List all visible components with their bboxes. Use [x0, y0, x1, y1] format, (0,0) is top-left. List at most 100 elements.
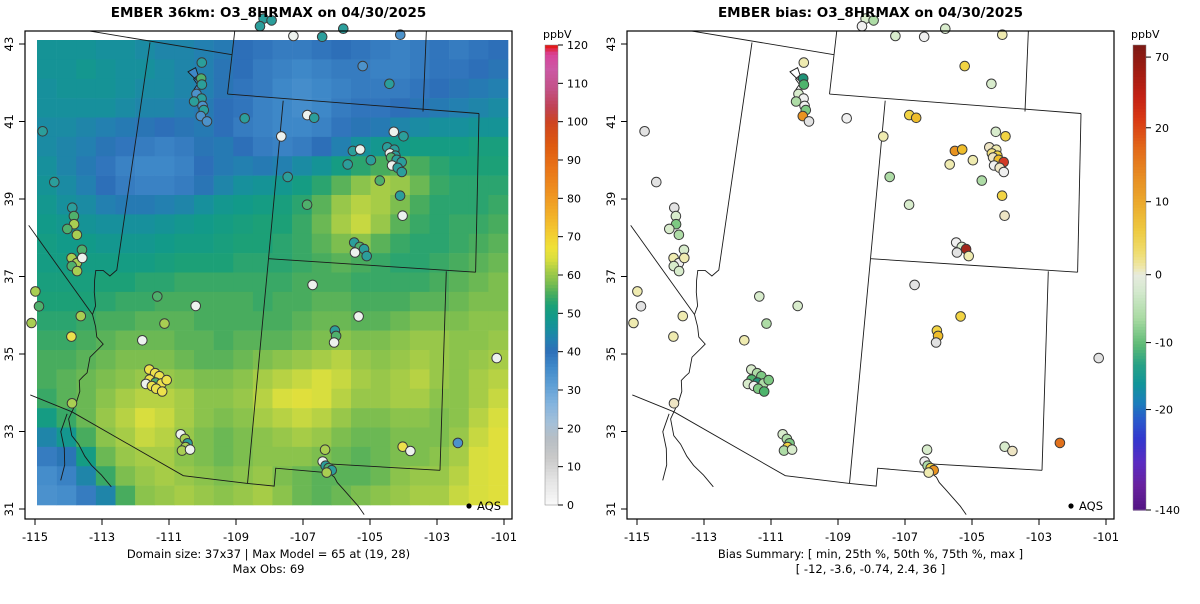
raster-cell: [37, 156, 57, 176]
raster-cell: [468, 427, 489, 448]
colorbar-segment: [545, 45, 558, 49]
raster-cell: [135, 272, 156, 293]
aqs-station-point: [792, 300, 804, 312]
colorbar-segment: [1133, 451, 1146, 456]
raster-cell: [135, 40, 156, 60]
raster-cell: [154, 427, 175, 448]
raster-cell: [409, 350, 430, 370]
raster-cell: [56, 485, 77, 506]
raster-cell: [468, 311, 489, 331]
aqs-station-point: [803, 116, 815, 127]
aqs-station-point: [963, 250, 975, 262]
colorbar-segment: [1133, 283, 1146, 287]
raster-cell: [154, 272, 175, 293]
raster-cell: [95, 369, 116, 390]
aqs-station-point: [201, 116, 213, 127]
colorbar-segment: [545, 120, 558, 125]
raster-cell: [252, 40, 273, 60]
raster-cell: [95, 408, 116, 428]
raster-cell: [331, 233, 352, 254]
raster-cell: [233, 291, 254, 312]
raster-cell: [409, 136, 430, 157]
raster-cell: [56, 175, 77, 196]
raster-cell: [390, 78, 411, 99]
colorbar-segment: [1133, 260, 1146, 264]
raster-cell: [135, 388, 156, 409]
state-border-line: [247, 258, 269, 484]
colorbar-tick-label: 90: [567, 154, 581, 167]
colorbar-segment: [1133, 201, 1146, 206]
raster-cell: [154, 446, 175, 467]
colorbar-segment: [1133, 74, 1146, 78]
aqs-station-point: [890, 30, 901, 42]
colorbar-segment: [1133, 76, 1146, 81]
colorbar-segment: [545, 91, 558, 95]
raster-cell: [370, 427, 391, 448]
colorbar-segment: [545, 123, 558, 128]
raster-cell: [390, 485, 411, 506]
colorbar-segment: [1133, 460, 1146, 465]
colorbar-segment: [1133, 434, 1146, 438]
colorbar-segment: [545, 81, 558, 86]
colorbar-segment: [1133, 303, 1146, 308]
aqs-station-point: [388, 126, 400, 138]
raster-cell: [213, 388, 234, 409]
raster-cell: [429, 98, 450, 118]
raster-cell: [115, 98, 136, 118]
raster-cell: [76, 40, 97, 60]
colorbar-segment: [545, 100, 558, 105]
raster-cell: [409, 427, 430, 448]
raster-cell: [76, 408, 97, 428]
colorbar-segment: [545, 357, 558, 362]
y-tick-label: 31: [2, 502, 16, 517]
aqs-station-point: [196, 57, 208, 68]
aqs-station-point: [679, 252, 690, 264]
raster-cell: [37, 98, 57, 118]
raster-cell: [311, 485, 332, 506]
colorbar-segment: [1133, 50, 1146, 55]
colorbar-segment: [545, 429, 558, 434]
raster-cell: [449, 59, 470, 80]
x-tick-label: -111: [758, 530, 784, 544]
colorbar-segment: [1133, 332, 1146, 337]
raster-cell: [272, 40, 293, 60]
aqs-station-point: [71, 229, 83, 241]
raster-cell: [194, 214, 214, 235]
panel-caption-line1: Bias Summary: [ min, 25th %, 50th %, 75t…: [718, 547, 1023, 561]
raster-cell: [468, 408, 489, 428]
colorbar-segment: [1133, 204, 1146, 209]
raster-cell: [252, 195, 273, 215]
raster-cell: [76, 466, 97, 486]
raster-cell: [95, 233, 116, 254]
raster-cell: [468, 330, 489, 351]
raster-cell: [135, 427, 156, 448]
aqs-station-point: [239, 113, 250, 124]
raster-cell: [213, 59, 234, 80]
raster-cell: [311, 136, 332, 157]
colorbar-segment: [545, 146, 558, 151]
aqs-station-point: [940, 23, 951, 35]
raster-cell: [194, 446, 214, 467]
colorbar-segment: [545, 252, 558, 256]
raster-cell: [449, 78, 470, 99]
raster-cell: [272, 388, 293, 409]
raster-cell: [429, 175, 450, 196]
raster-cell: [37, 272, 57, 293]
colorbar-tick-label: 120: [567, 39, 588, 52]
raster-cell: [95, 40, 116, 60]
aqs-legend-dot: [466, 503, 472, 509]
raster-cell: [194, 175, 214, 196]
state-border-line: [28, 225, 93, 315]
colorbar-segment: [1133, 265, 1146, 270]
raster-cell: [272, 59, 293, 80]
raster-cell: [37, 59, 57, 80]
raster-cell: [56, 59, 77, 80]
raster-cell: [488, 78, 509, 99]
raster-cell: [429, 136, 450, 157]
colorbar-segment: [1133, 507, 1146, 511]
colorbar-segment: [545, 304, 558, 309]
raster-cell: [409, 78, 430, 99]
raster-cell: [292, 40, 313, 60]
colorbar-segment: [1133, 448, 1146, 453]
colorbar-segment: [545, 248, 558, 253]
